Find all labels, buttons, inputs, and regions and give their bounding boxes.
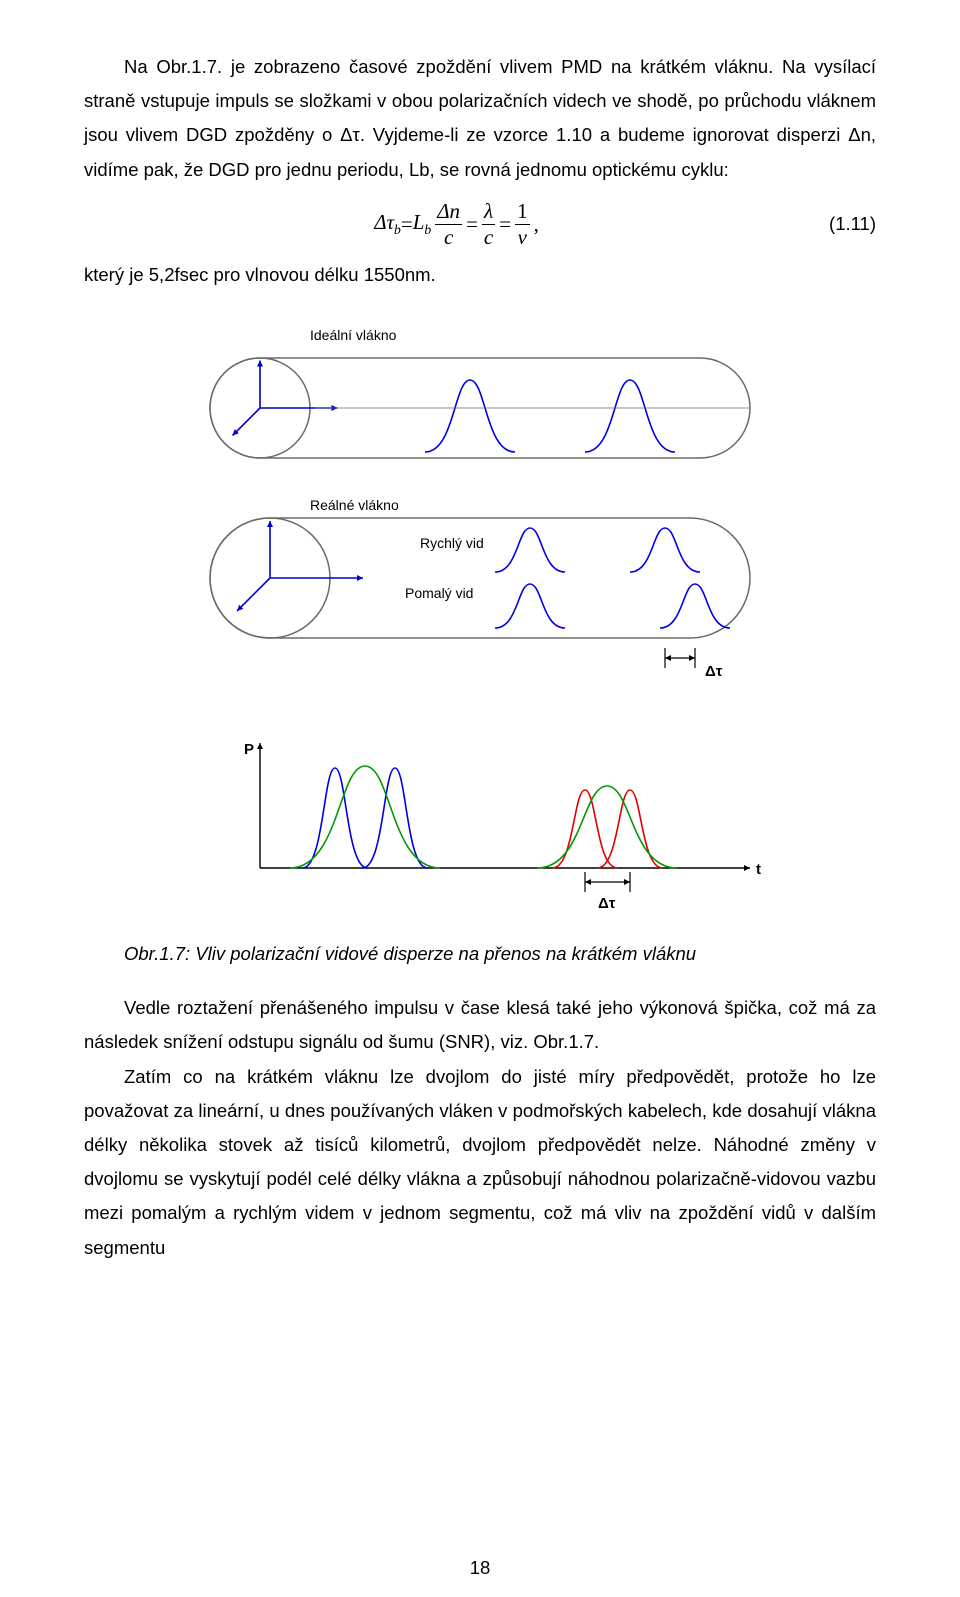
paragraph-4: Zatím co na krátkém vláknu lze dvojlom d… [84, 1060, 876, 1265]
eq-frac2-num: λ [482, 201, 495, 225]
eq-L-sym: L [413, 210, 425, 234]
svg-text:t: t [756, 861, 761, 878]
page: Na Obr.1.7. je zobrazeno časové zpoždění… [0, 0, 960, 1597]
eq-eq3: = [499, 212, 511, 237]
eq-L-sub: b [424, 222, 431, 237]
paragraph-1: Na Obr.1.7. je zobrazeno časové zpoždění… [84, 50, 876, 187]
equation-1-11: Δτb = Lb Δn c = λ c = 1 v , [374, 201, 539, 248]
equation-row: Δτb = Lb Δn c = λ c = 1 v , (1.11) [84, 201, 876, 248]
svg-text:Δτ: Δτ [598, 895, 616, 912]
eq-frac1-num: Δn [435, 201, 462, 225]
svg-text:Ideální vlákno: Ideální vlákno [310, 327, 397, 343]
eq-frac3-num: 1 [515, 201, 530, 225]
svg-text:Δτ: Δτ [705, 663, 723, 680]
svg-text:P: P [244, 741, 254, 758]
paragraph-2: který je 5,2fsec pro vlnovou délku 1550n… [84, 258, 876, 292]
eq-frac-2: λ c [482, 201, 495, 248]
eq-frac-1: Δn c [435, 201, 462, 248]
equation-number: (1.11) [539, 213, 876, 235]
eq-L: Lb [413, 210, 432, 238]
eq-frac2-den: c [482, 225, 495, 248]
eq-frac3-den: v [516, 225, 529, 248]
eq-eq1: = [401, 212, 413, 237]
figure-caption: Obr.1.7: Vliv polarizační vidové disperz… [84, 943, 876, 965]
svg-text:Pomalý vid: Pomalý vid [405, 585, 473, 601]
eq-frac1-den: c [442, 225, 455, 248]
page-number: 18 [0, 1557, 960, 1579]
eq-dtau: Δτb [374, 210, 401, 238]
figure-1-7: Ideální vlákno Reálné vlákno Rychlý vid Pom… [160, 318, 800, 923]
eq-eq2: = [466, 212, 478, 237]
svg-text:Reálné vlákno: Reálné vlákno [310, 497, 399, 513]
figure-svg: Ideální vlákno Reálné vlákno Rychlý vid Pom… [160, 318, 800, 918]
paragraph-3: Vedle roztažení přenášeného impulsu v ča… [84, 991, 876, 1059]
svg-text:Rychlý vid: Rychlý vid [420, 535, 484, 551]
eq-dtau-sym: Δτ [374, 210, 394, 234]
eq-frac-3: 1 v [515, 201, 530, 248]
eq-dtau-sub: b [394, 222, 401, 237]
